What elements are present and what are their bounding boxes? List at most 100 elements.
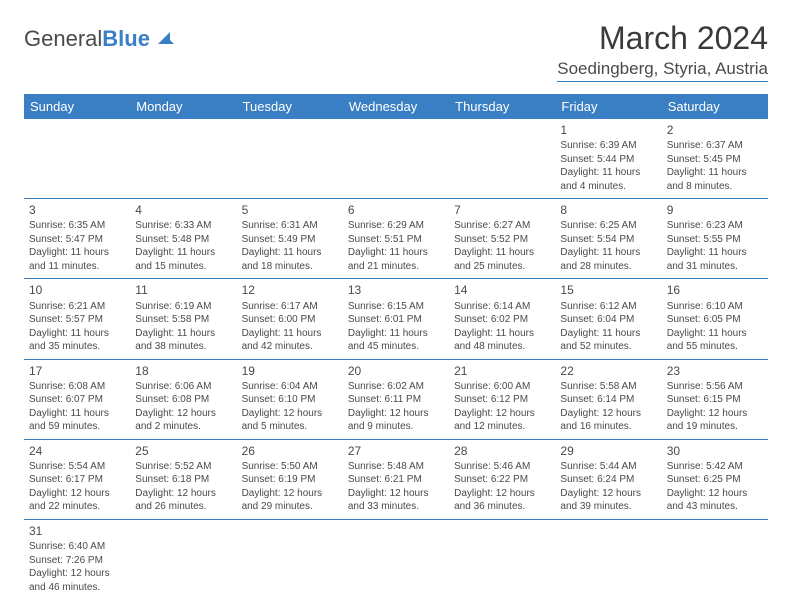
calendar-day-cell: 25Sunrise: 5:52 AMSunset: 6:18 PMDayligh… (130, 439, 236, 519)
sunrise-text: Sunrise: 6:39 AM (560, 139, 656, 153)
sunrise-text: Sunrise: 5:56 AM (667, 380, 763, 394)
daylight-text: Daylight: 12 hours (135, 407, 231, 421)
sunset-text: Sunset: 6:25 PM (667, 473, 763, 487)
sunrise-text: Sunrise: 6:40 AM (29, 540, 125, 554)
daylight-text: Daylight: 12 hours (242, 487, 338, 501)
calendar-day-cell: 1Sunrise: 6:39 AMSunset: 5:44 PMDaylight… (555, 119, 661, 199)
daylight-text: and 22 minutes. (29, 500, 125, 514)
calendar-day-cell: 11Sunrise: 6:19 AMSunset: 5:58 PMDayligh… (130, 279, 236, 359)
calendar-day-cell: 21Sunrise: 6:00 AMSunset: 6:12 PMDayligh… (449, 359, 555, 439)
sunset-text: Sunset: 5:48 PM (135, 233, 231, 247)
day-number: 20 (348, 363, 444, 379)
calendar-empty-cell (343, 519, 449, 599)
brand-part2: Blue (102, 26, 150, 52)
day-number: 24 (29, 443, 125, 459)
day-number: 30 (667, 443, 763, 459)
daylight-text: and 35 minutes. (29, 340, 125, 354)
daylight-text: Daylight: 12 hours (454, 487, 550, 501)
daylight-text: Daylight: 11 hours (667, 166, 763, 180)
sunset-text: Sunset: 6:02 PM (454, 313, 550, 327)
daylight-text: Daylight: 11 hours (454, 327, 550, 341)
calendar-week-row: 17Sunrise: 6:08 AMSunset: 6:07 PMDayligh… (24, 359, 768, 439)
day-number: 18 (135, 363, 231, 379)
calendar-day-cell: 2Sunrise: 6:37 AMSunset: 5:45 PMDaylight… (662, 119, 768, 199)
daylight-text: Daylight: 12 hours (560, 407, 656, 421)
calendar-day-cell: 22Sunrise: 5:58 AMSunset: 6:14 PMDayligh… (555, 359, 661, 439)
daylight-text: Daylight: 12 hours (348, 487, 444, 501)
sunrise-text: Sunrise: 5:52 AM (135, 460, 231, 474)
daylight-text: and 11 minutes. (29, 260, 125, 274)
sunset-text: Sunset: 6:14 PM (560, 393, 656, 407)
day-number: 15 (560, 282, 656, 298)
calendar-day-cell: 15Sunrise: 6:12 AMSunset: 6:04 PMDayligh… (555, 279, 661, 359)
sunset-text: Sunset: 6:07 PM (29, 393, 125, 407)
sunset-text: Sunset: 5:47 PM (29, 233, 125, 247)
daylight-text: Daylight: 11 hours (560, 246, 656, 260)
daylight-text: Daylight: 11 hours (454, 246, 550, 260)
weekday-header: Saturday (662, 94, 768, 119)
daylight-text: Daylight: 12 hours (560, 487, 656, 501)
calendar-week-row: 24Sunrise: 5:54 AMSunset: 6:17 PMDayligh… (24, 439, 768, 519)
sunrise-text: Sunrise: 6:14 AM (454, 300, 550, 314)
sunset-text: Sunset: 5:58 PM (135, 313, 231, 327)
calendar-day-cell: 20Sunrise: 6:02 AMSunset: 6:11 PMDayligh… (343, 359, 449, 439)
brand-part1: General (24, 26, 102, 52)
day-number: 7 (454, 202, 550, 218)
daylight-text: and 36 minutes. (454, 500, 550, 514)
calendar-day-cell: 9Sunrise: 6:23 AMSunset: 5:55 PMDaylight… (662, 199, 768, 279)
calendar-day-cell: 14Sunrise: 6:14 AMSunset: 6:02 PMDayligh… (449, 279, 555, 359)
sunrise-text: Sunrise: 6:06 AM (135, 380, 231, 394)
day-number: 5 (242, 202, 338, 218)
daylight-text: Daylight: 12 hours (135, 487, 231, 501)
day-number: 17 (29, 363, 125, 379)
day-number: 4 (135, 202, 231, 218)
calendar-empty-cell (555, 519, 661, 599)
daylight-text: and 26 minutes. (135, 500, 231, 514)
daylight-text: and 4 minutes. (560, 180, 656, 194)
sunset-text: Sunset: 6:11 PM (348, 393, 444, 407)
title-block: March 2024 Soedingberg, Styria, Austria (557, 20, 768, 82)
daylight-text: and 8 minutes. (667, 180, 763, 194)
sunrise-text: Sunrise: 6:35 AM (29, 219, 125, 233)
calendar-day-cell: 24Sunrise: 5:54 AMSunset: 6:17 PMDayligh… (24, 439, 130, 519)
sunset-text: Sunset: 6:17 PM (29, 473, 125, 487)
page-header: GeneralBlue March 2024 Soedingberg, Styr… (24, 20, 768, 82)
daylight-text: and 46 minutes. (29, 581, 125, 595)
calendar-day-cell: 4Sunrise: 6:33 AMSunset: 5:48 PMDaylight… (130, 199, 236, 279)
sunrise-text: Sunrise: 5:50 AM (242, 460, 338, 474)
calendar-header-row: SundayMondayTuesdayWednesdayThursdayFrid… (24, 94, 768, 119)
calendar-empty-cell (130, 519, 236, 599)
daylight-text: Daylight: 12 hours (29, 487, 125, 501)
sunrise-text: Sunrise: 6:33 AM (135, 219, 231, 233)
day-number: 19 (242, 363, 338, 379)
calendar-empty-cell (130, 119, 236, 199)
calendar-empty-cell (662, 519, 768, 599)
sunset-text: Sunset: 5:54 PM (560, 233, 656, 247)
day-number: 26 (242, 443, 338, 459)
day-number: 29 (560, 443, 656, 459)
sunrise-text: Sunrise: 6:12 AM (560, 300, 656, 314)
weekday-header: Monday (130, 94, 236, 119)
sunset-text: Sunset: 5:51 PM (348, 233, 444, 247)
calendar-day-cell: 13Sunrise: 6:15 AMSunset: 6:01 PMDayligh… (343, 279, 449, 359)
day-number: 3 (29, 202, 125, 218)
sunset-text: Sunset: 6:22 PM (454, 473, 550, 487)
calendar-day-cell: 8Sunrise: 6:25 AMSunset: 5:54 PMDaylight… (555, 199, 661, 279)
month-title: March 2024 (557, 20, 768, 57)
day-number: 23 (667, 363, 763, 379)
sunrise-text: Sunrise: 6:00 AM (454, 380, 550, 394)
sunset-text: Sunset: 6:18 PM (135, 473, 231, 487)
calendar-day-cell: 7Sunrise: 6:27 AMSunset: 5:52 PMDaylight… (449, 199, 555, 279)
daylight-text: and 9 minutes. (348, 420, 444, 434)
daylight-text: and 28 minutes. (560, 260, 656, 274)
sunset-text: Sunset: 6:21 PM (348, 473, 444, 487)
calendar-day-cell: 12Sunrise: 6:17 AMSunset: 6:00 PMDayligh… (237, 279, 343, 359)
calendar-day-cell: 18Sunrise: 6:06 AMSunset: 6:08 PMDayligh… (130, 359, 236, 439)
calendar-empty-cell (237, 119, 343, 199)
daylight-text: and 12 minutes. (454, 420, 550, 434)
flag-icon (154, 26, 176, 52)
sunrise-text: Sunrise: 6:29 AM (348, 219, 444, 233)
sunset-text: Sunset: 6:05 PM (667, 313, 763, 327)
sunset-text: Sunset: 6:01 PM (348, 313, 444, 327)
daylight-text: Daylight: 11 hours (242, 327, 338, 341)
